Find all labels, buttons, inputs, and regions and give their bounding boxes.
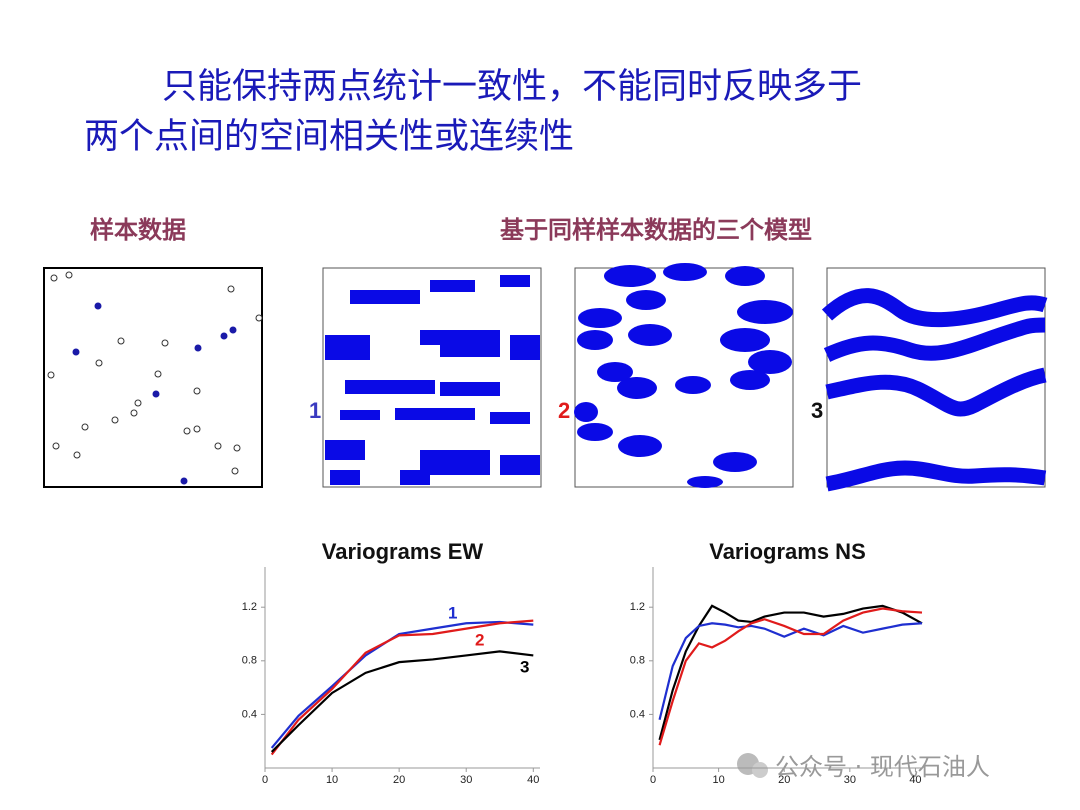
y-tick-label: 1.2 (630, 601, 645, 613)
series-label: 3 (520, 657, 529, 676)
x-tick-label: 0 (262, 774, 268, 786)
series-line (658, 604, 923, 741)
model-3: 3 (811, 267, 1048, 492)
x-tick-label: 20 (393, 774, 405, 786)
series-line (270, 619, 534, 756)
x-tick-label: 40 (909, 774, 921, 786)
x-tick-label: 20 (778, 774, 790, 786)
title-line: 只能保持两点统计一致性，不能同时反映多于 (162, 67, 862, 107)
series-line (658, 622, 923, 721)
chart-title: Variograms EW (322, 539, 484, 564)
models-label: 基于同样样本数据的三个模型 (500, 216, 812, 244)
series-label: 1 (448, 603, 457, 622)
series-line (270, 620, 534, 749)
y-tick-label: 0.4 (630, 708, 645, 720)
y-tick-label: 0.8 (630, 655, 645, 667)
series-line (658, 607, 923, 746)
series-label: 2 (475, 630, 484, 649)
y-tick-label: 0.8 (242, 655, 257, 667)
y-tick-label: 0.4 (242, 708, 257, 720)
x-tick-label: 30 (844, 774, 856, 786)
x-tick-label: 40 (527, 774, 539, 786)
x-tick-label: 0 (650, 774, 656, 786)
model-2: 2 (558, 263, 794, 488)
sample-map (43, 267, 263, 488)
x-tick-label: 10 (712, 774, 724, 786)
x-tick-label: 10 (326, 774, 338, 786)
watermark-text: 公众号 · 现代石油人 (775, 753, 990, 781)
series-line (270, 650, 534, 753)
model-number: 2 (558, 398, 570, 423)
sample-label: 样本数据 (90, 216, 186, 244)
x-tick-label: 30 (460, 774, 472, 786)
model-1: 1 (309, 267, 542, 488)
title-line: 两个点间的空间相关性或连续性 (84, 117, 574, 157)
y-tick-label: 1.2 (242, 601, 257, 613)
chart-title: Variograms NS (709, 539, 866, 564)
watermark: 公众号 · 现代石油人 (737, 753, 990, 781)
model-number: 3 (811, 398, 823, 423)
model-number: 1 (309, 398, 321, 423)
